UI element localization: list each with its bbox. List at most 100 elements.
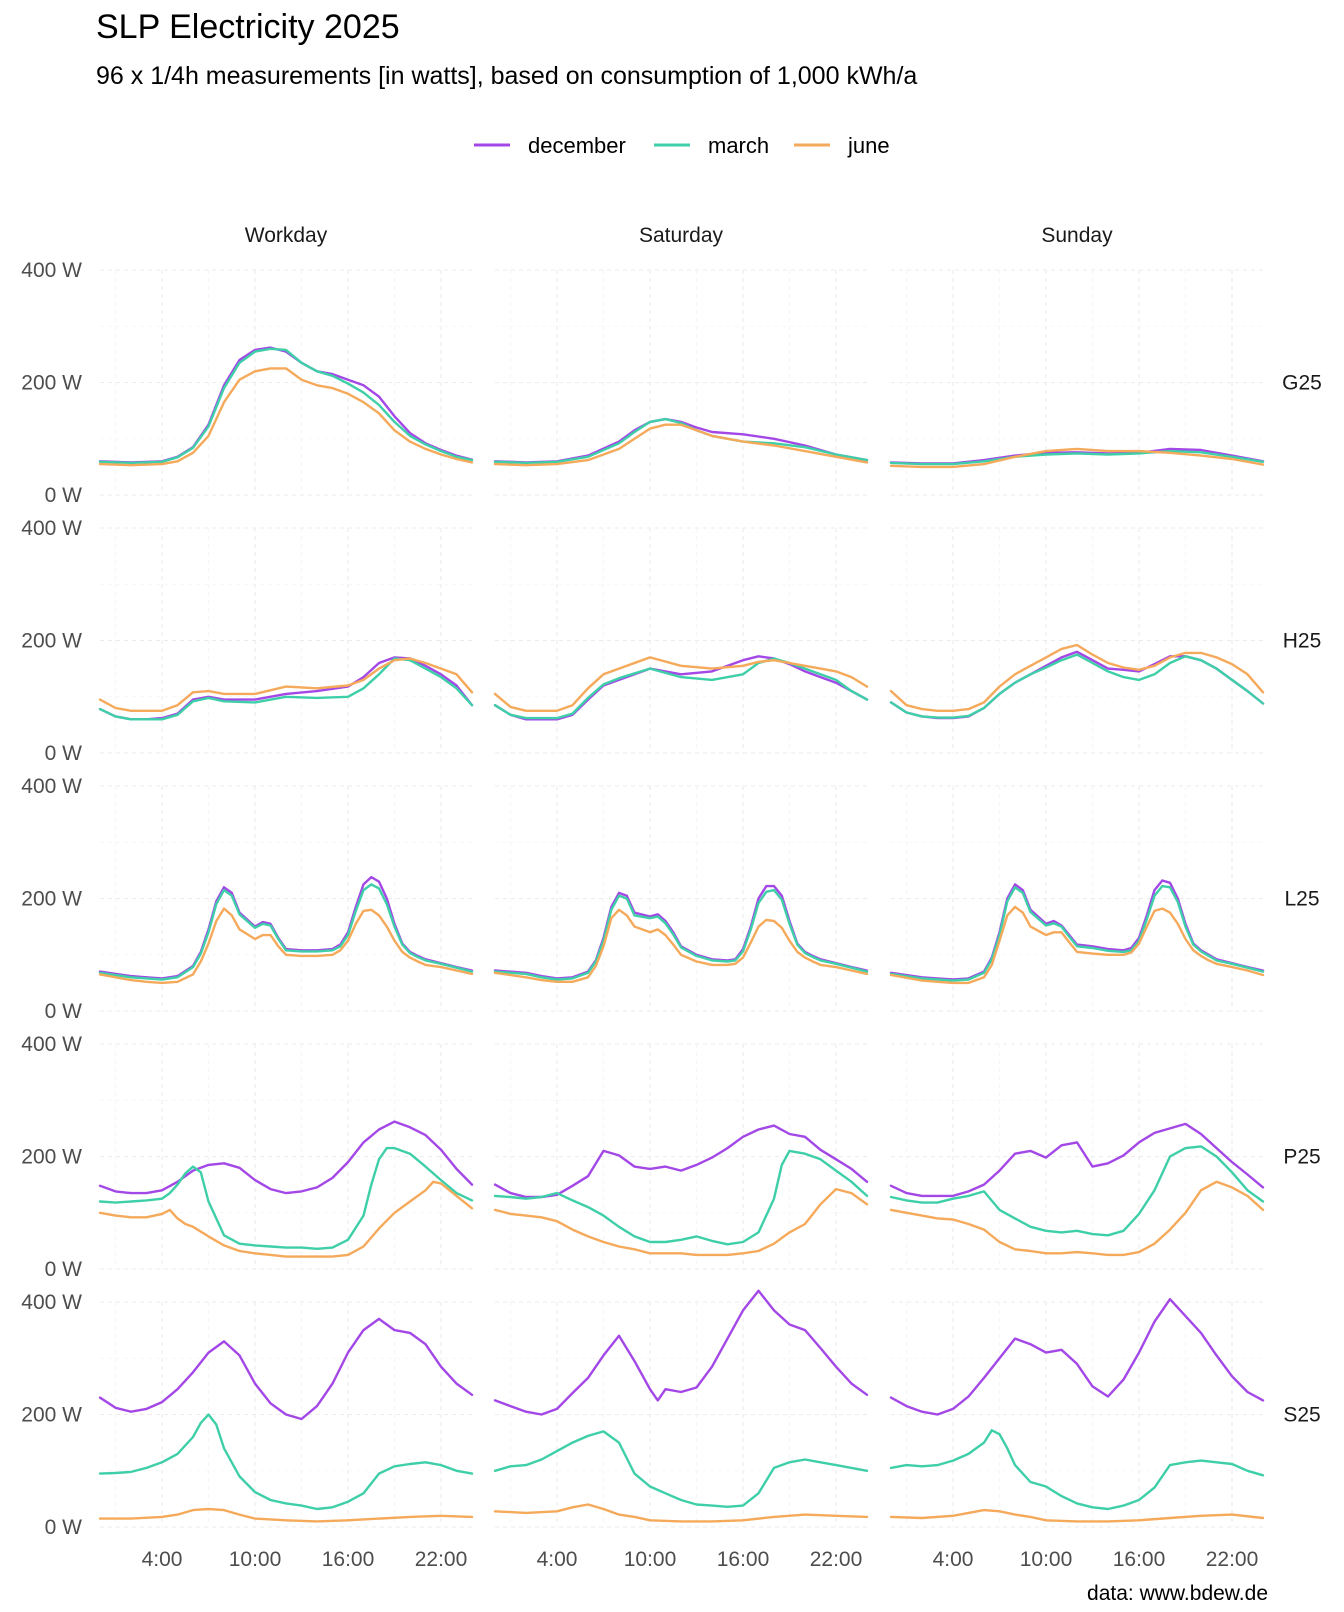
series-line-december (889, 879, 1265, 981)
panel-l25-workday: 0 W 200 W 400 W (21, 775, 474, 1023)
panel-h25-saturday (493, 527, 869, 754)
y-tick-label: 0 W (45, 1000, 83, 1023)
panel-l25-sunday: L25 (889, 785, 1320, 1012)
series-line-june (98, 1507, 474, 1523)
series-line-december (493, 884, 869, 980)
x-tick-label: 16:00 (717, 1548, 770, 1571)
panel-p25-saturday (493, 1043, 869, 1270)
chart-caption: data: www.bdew.de (1087, 1582, 1268, 1605)
legend: december march june (474, 133, 890, 158)
y-tick-label: 400 W (21, 259, 82, 282)
y-tick-label: 400 W (21, 775, 82, 798)
series-line-march (889, 653, 1265, 719)
series-line-december (889, 1297, 1265, 1416)
chart-subtitle: 96 x 1/4h measurements [in watts], based… (96, 62, 917, 90)
y-tick-label: 200 W (21, 630, 82, 653)
panel-grid: 0 W 200 W 400 W G25 0 W 200 W 400 W H25 0 W 200 W… (21, 259, 1322, 1571)
series-line-june (98, 1180, 474, 1258)
y-tick-label: 400 W (21, 1033, 82, 1056)
series-line-march (98, 347, 474, 465)
panel-s25-sunday: S25 4:00 10:00 16:00 22:00 (889, 1297, 1321, 1571)
series-line-june (493, 423, 869, 467)
panel-l25-saturday (493, 785, 869, 1012)
y-tick-label: 0 W (45, 1516, 83, 1539)
series-line-june (889, 1508, 1265, 1523)
series-line-march (493, 417, 869, 465)
strip-s25: S25 (1283, 1404, 1320, 1427)
series-line-december (889, 1122, 1265, 1198)
chart-title: SLP Electricity 2025 (96, 8, 400, 46)
strip-h25: H25 (1283, 630, 1322, 653)
series-line-march (889, 1145, 1265, 1237)
series-line-march (98, 1146, 474, 1251)
strip-g25: G25 (1282, 372, 1322, 395)
y-tick-label: 200 W (21, 372, 82, 395)
series-line-december (98, 1120, 474, 1195)
panel-g25-sunday: G25 (889, 269, 1322, 496)
series-line-march (493, 657, 869, 720)
y-tick-label: 0 W (45, 742, 83, 765)
panel-p25-sunday: P25 (889, 1043, 1321, 1270)
x-tick-label: 22:00 (1206, 1548, 1259, 1571)
x-tick-label: 4:00 (142, 1548, 183, 1571)
x-tick-label: 22:00 (415, 1548, 468, 1571)
series-line-june (98, 657, 474, 712)
x-tick-label: 4:00 (537, 1548, 578, 1571)
panel-g25-saturday (493, 269, 869, 496)
series-line-march (493, 1149, 869, 1246)
series-line-june (493, 656, 869, 712)
series-line-december (493, 1124, 869, 1199)
x-tick-label: 10:00 (1020, 1548, 1073, 1571)
strip-p25: P25 (1283, 1146, 1320, 1169)
series-line-december (98, 875, 474, 980)
series-line-december (889, 650, 1265, 720)
series-line-march (98, 883, 474, 981)
series-line-march (493, 888, 869, 981)
strip-saturday: Saturday (639, 224, 724, 247)
panel-h25-sunday: H25 (889, 527, 1322, 754)
legend-label-december: december (528, 133, 626, 158)
x-tick-label: 4:00 (933, 1548, 974, 1571)
series-line-march (889, 449, 1265, 466)
series-line-june (889, 1180, 1265, 1257)
panel-s25-saturday: 4:00 10:00 16:00 22:00 (493, 1289, 869, 1571)
panel-h25-workday: 0 W 200 W 400 W (21, 517, 474, 765)
strip-workday: Workday (245, 224, 328, 247)
y-tick-label: 200 W (21, 888, 82, 911)
panel-s25-workday: 0 W 200 W 400 W 4:00 10:00 16:00 22:00 (21, 1291, 474, 1571)
column-strip-labels: Workday Saturday Sunday (245, 224, 1113, 247)
series-line-june (493, 1503, 869, 1523)
strip-sunday: Sunday (1041, 224, 1113, 247)
legend-label-june: june (847, 133, 890, 158)
series-line-june (889, 905, 1265, 985)
series-line-june (98, 367, 474, 467)
series-line-december (493, 1289, 869, 1416)
y-tick-label: 200 W (21, 1146, 82, 1169)
series-line-december (98, 1317, 474, 1421)
legend-label-march: march (708, 133, 769, 158)
series-line-march (889, 1429, 1265, 1511)
x-tick-label: 22:00 (810, 1548, 863, 1571)
x-tick-label: 16:00 (322, 1548, 375, 1571)
series-line-march (493, 1430, 869, 1509)
series-line-march (889, 884, 1265, 982)
y-tick-label: 400 W (21, 517, 82, 540)
x-tick-label: 16:00 (1113, 1548, 1166, 1571)
series-line-june (889, 643, 1265, 712)
panel-g25-workday: 0 W 200 W 400 W (21, 259, 474, 507)
series-line-march (98, 657, 474, 721)
series-line-march (98, 1413, 474, 1511)
series-line-june (98, 907, 474, 985)
y-tick-label: 400 W (21, 1291, 82, 1314)
y-tick-label: 200 W (21, 1404, 82, 1427)
y-tick-label: 0 W (45, 1258, 83, 1281)
x-tick-label: 10:00 (624, 1548, 677, 1571)
x-tick-label: 10:00 (229, 1548, 282, 1571)
y-tick-label: 0 W (45, 484, 83, 507)
series-line-june (493, 908, 869, 983)
panel-p25-workday: 0 W 200 W 400 W (21, 1033, 474, 1281)
series-line-june (493, 1187, 869, 1257)
strip-l25: L25 (1284, 888, 1319, 911)
series-line-june (889, 447, 1265, 469)
